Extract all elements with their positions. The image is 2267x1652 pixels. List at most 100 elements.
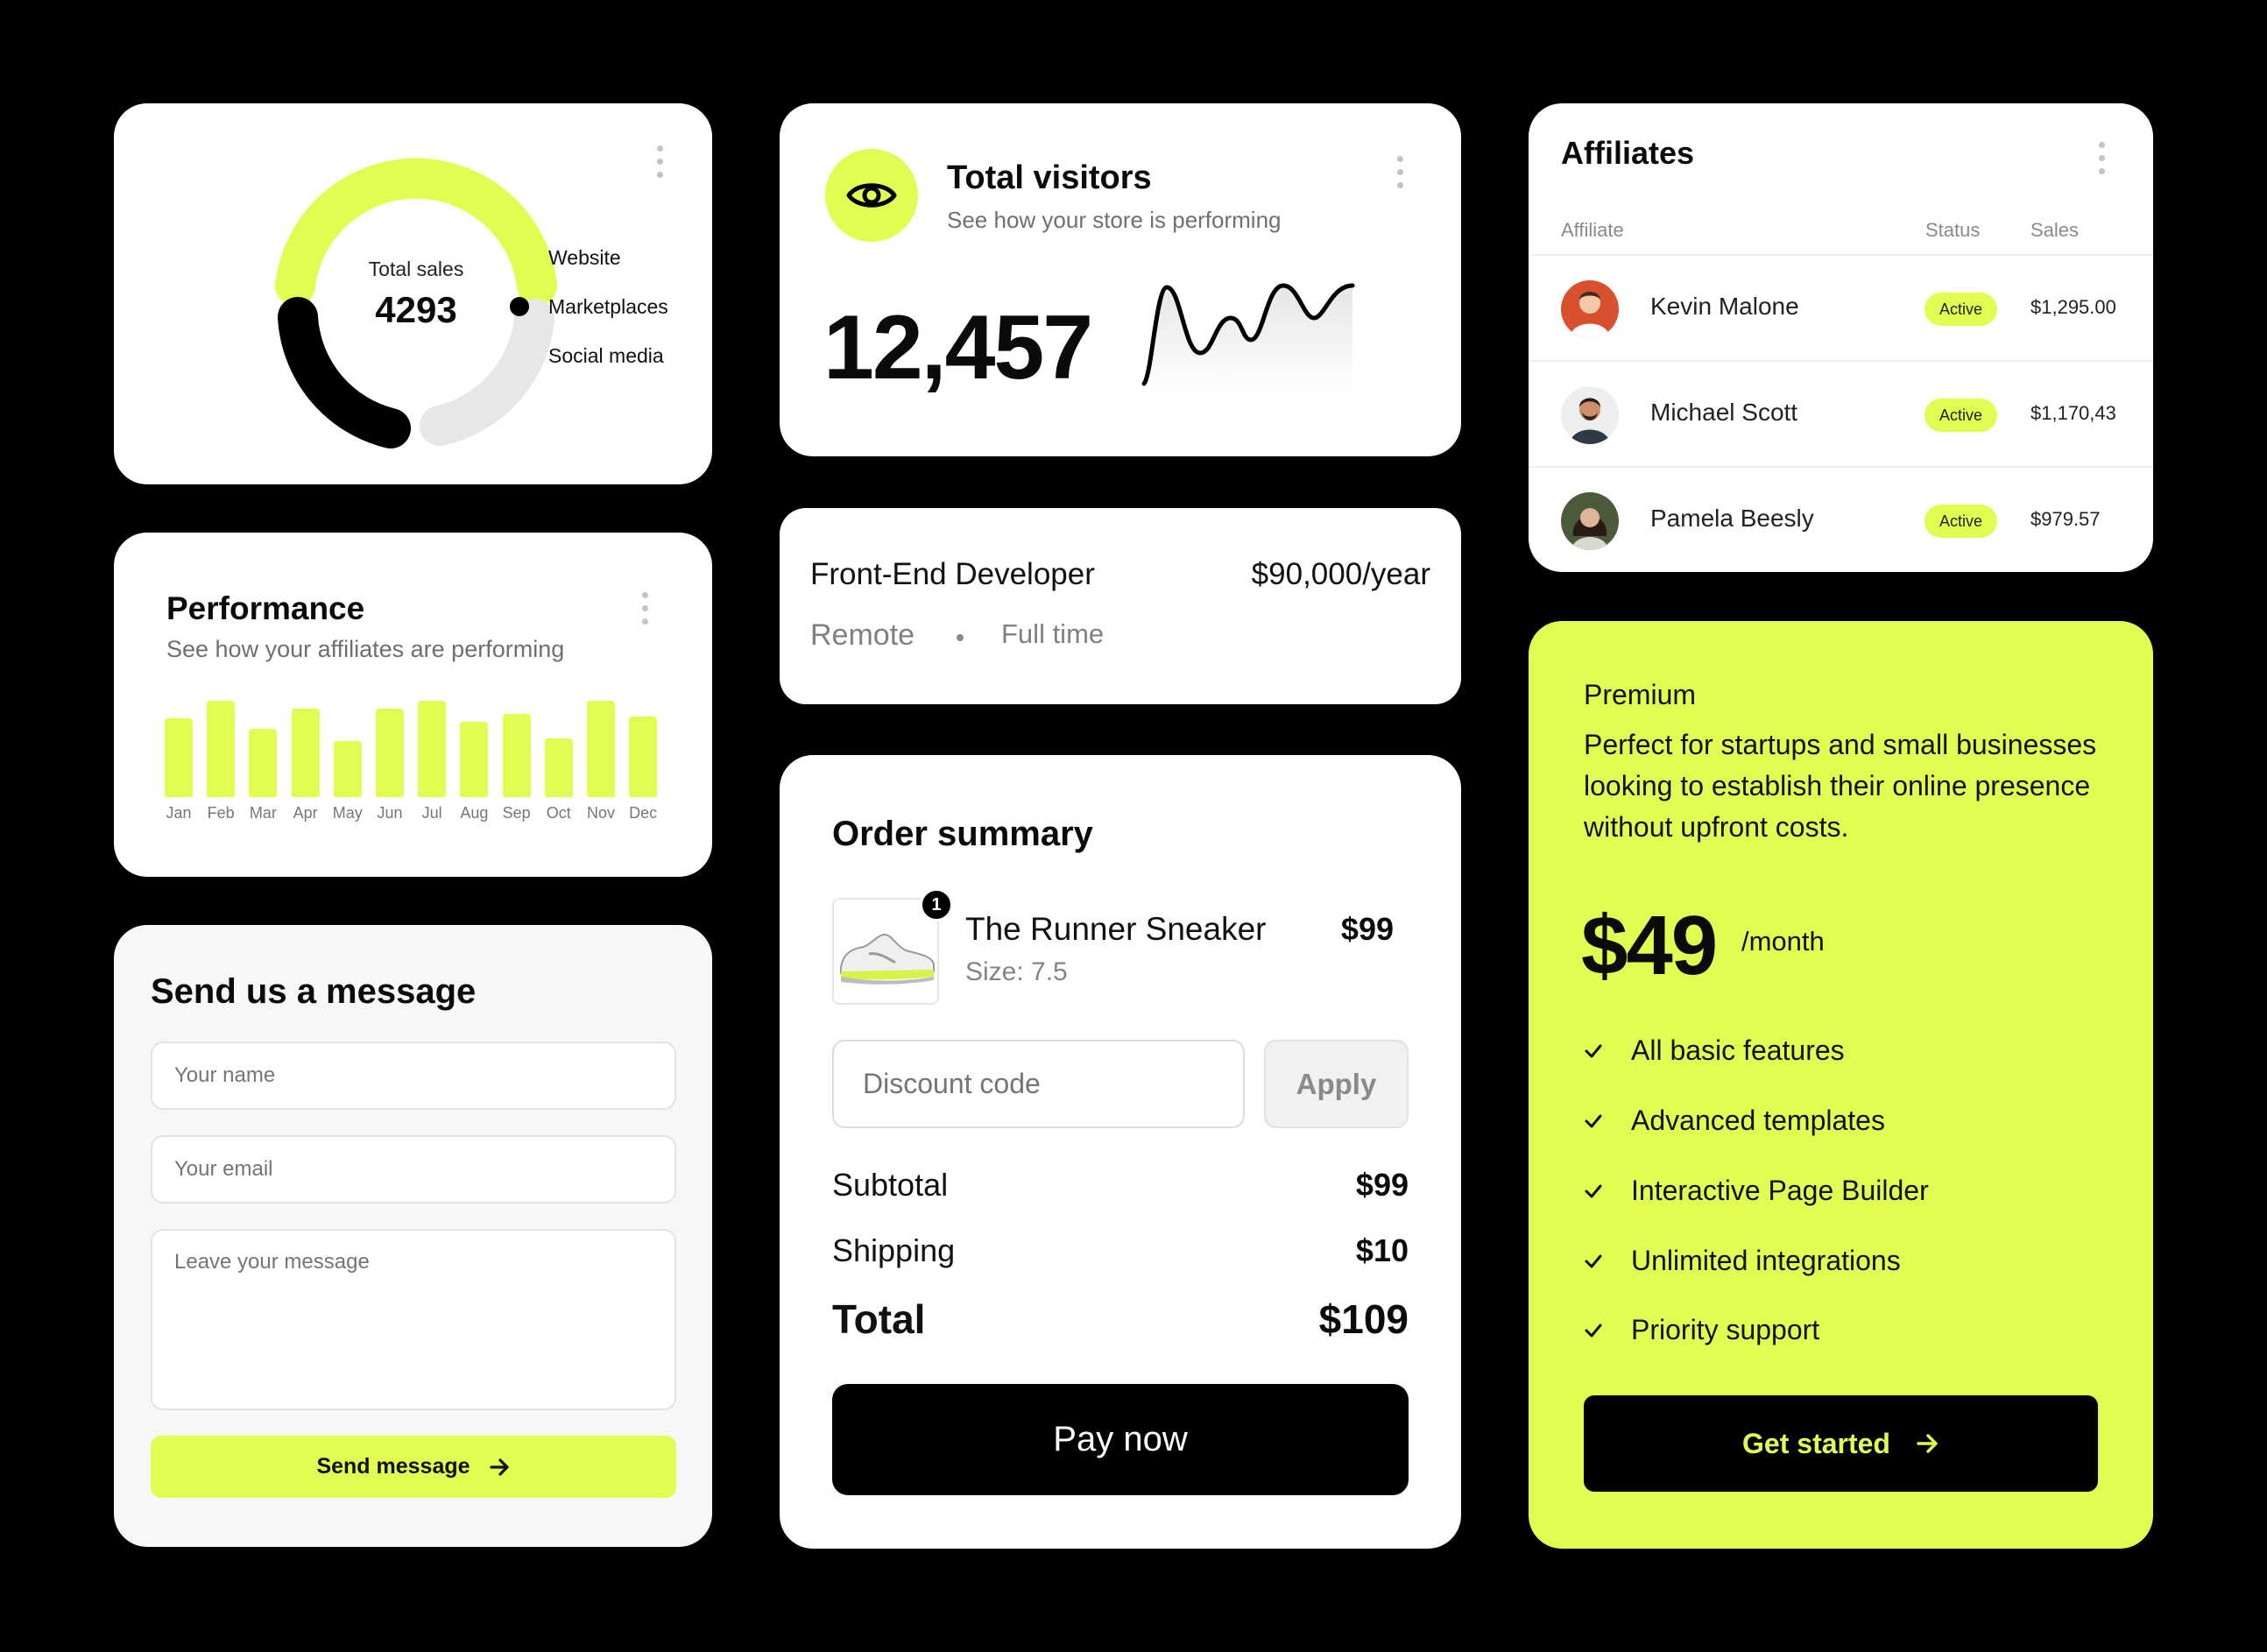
bar-column-aug: Aug [460,699,488,839]
email-input[interactable] [151,1135,676,1204]
plan-period: /month [1741,926,1825,957]
pay-now-button[interactable]: Pay now [832,1384,1409,1495]
avatar [1561,386,1619,444]
get-started-label: Get started [1742,1427,1890,1459]
legend-item-marketplaces: Marketplaces [510,282,668,331]
feature-item: All basic features [1584,1034,1845,1067]
job-listing-card[interactable]: Front-End Developer $90,000/year Remote … [780,508,1461,704]
bar-mar [249,729,278,797]
bar-apr [291,709,320,797]
legend-label: Social media [548,343,664,367]
check-icon [1585,1184,1602,1197]
affiliate-sales: $1,170,43 [2030,402,2116,424]
feature-label: Unlimited integrations [1631,1245,1901,1276]
donut-segment-website [275,158,557,306]
table-row[interactable]: Michael Scott Active $1,170,43 [1529,360,2153,466]
bar-column-feb: Feb [207,699,236,839]
total-visitors-card: Total visitors See how your store is per… [780,103,1461,456]
shipping-value: $10 [1355,1232,1409,1268]
bar-column-dec: Dec [629,699,658,839]
sneaker-image [832,898,939,1005]
feature-item: Advanced templates [1584,1105,1885,1137]
bar-feb [207,701,236,797]
contact-form-card: Send us a message Send message [114,925,712,1547]
bar-jun [376,709,404,797]
performance-subtitle: See how your affiliates are performing [166,636,565,662]
bar-label: May [332,804,363,822]
bar-sep [502,714,531,797]
affiliates-card: Affiliates Affiliate Status Sales Kevin … [1529,103,2153,572]
bar-column-apr: Apr [291,699,320,839]
status-badge: Active [1924,505,1997,538]
bar-label: Apr [293,804,318,822]
bar-column-jul: Jul [418,699,447,839]
more-options-icon[interactable] [1395,156,1404,188]
feature-label: Priority support [1631,1314,1820,1345]
legend-dot [510,297,529,316]
bar-column-sep: Sep [503,699,531,839]
bar-jan [165,718,193,797]
plan-name: Premium [1584,679,1697,710]
job-type: Full time [1001,618,1105,649]
send-message-label: Send message [316,1454,470,1479]
affiliate-sales: $979.57 [2030,508,2101,530]
send-message-button[interactable]: Send message [151,1436,676,1498]
subtotal-value: $99 [1355,1167,1409,1203]
get-started-button[interactable]: Get started [1584,1395,2098,1492]
bar-label: Sep [502,804,531,822]
total-sales-value: 4293 [375,289,457,330]
check-icon [1585,1044,1602,1057]
legend-label: Marketplaces [548,294,668,318]
feature-label: Advanced templates [1631,1105,1885,1136]
bar-jul [418,701,447,797]
total-label: Total [832,1296,926,1342]
bar-label: Nov [586,804,615,822]
column-header-sales: Sales [2030,219,2080,241]
eye-icon [825,149,918,242]
bar-label: Jul [421,804,442,822]
separator-dot [957,634,964,641]
legend-dot [510,346,529,365]
bar-label: Oct [546,804,571,822]
more-options-icon[interactable] [2097,142,2106,174]
apply-button[interactable]: Apply [1264,1040,1409,1128]
status-badge: Active [1924,399,1997,432]
bar-aug [460,722,489,797]
visitors-title: Total visitors [947,159,1152,196]
affiliate-name: Kevin Malone [1650,293,1799,320]
contact-form-title: Send us a message [151,972,477,1011]
more-options-icon[interactable] [640,592,649,625]
subtotal-label: Subtotal [832,1167,949,1203]
order-summary-title: Order summary [832,815,1093,853]
table-row[interactable]: Pamela Beesly Active $979.57 [1529,466,2153,572]
more-options-icon[interactable] [655,145,664,178]
bar-column-mar: Mar [249,699,278,839]
quantity-badge: 1 [920,888,953,921]
shipping-row: Shipping $10 [832,1232,1409,1269]
arrow-right-icon [1917,1434,1938,1453]
discount-code-input[interactable] [832,1040,1245,1128]
legend-label: Website [548,245,621,269]
bar-label: Jan [166,804,192,822]
bar-dec [629,717,658,797]
bar-column-may: May [333,699,363,839]
plan-description: Perfect for startups and small businesse… [1584,729,2097,843]
message-textarea[interactable] [151,1229,676,1410]
legend-item-social-media: Social media [510,331,668,380]
feature-label: All basic features [1631,1034,1845,1066]
plan-price: $49 [1581,899,1718,992]
product-name: The Runner Sneaker [965,911,1267,947]
bar-label: Mar [249,804,277,822]
sales-donut-chart [275,158,557,448]
order-summary-card: Order summary 1 The Runner Sneaker $99 S… [780,755,1461,1549]
name-input[interactable] [151,1041,676,1110]
shipping-label: Shipping [832,1232,956,1268]
bar-label: Aug [460,804,489,822]
affiliate-name: Michael Scott [1650,399,1798,426]
affiliate-sales: $1,295.00 [2030,296,2116,318]
table-row[interactable]: Kevin Malone Active $1,295.00 [1529,254,2153,360]
performance-bar-chart: Jan Feb Mar Apr May Jun Jul Aug Sep Oct Nov Dec [165,699,667,839]
bar-oct [544,738,573,797]
affiliate-name: Pamela Beesly [1650,505,1814,532]
total-sales-card: Total sales 4293 Website Marketplaces So… [114,103,712,484]
